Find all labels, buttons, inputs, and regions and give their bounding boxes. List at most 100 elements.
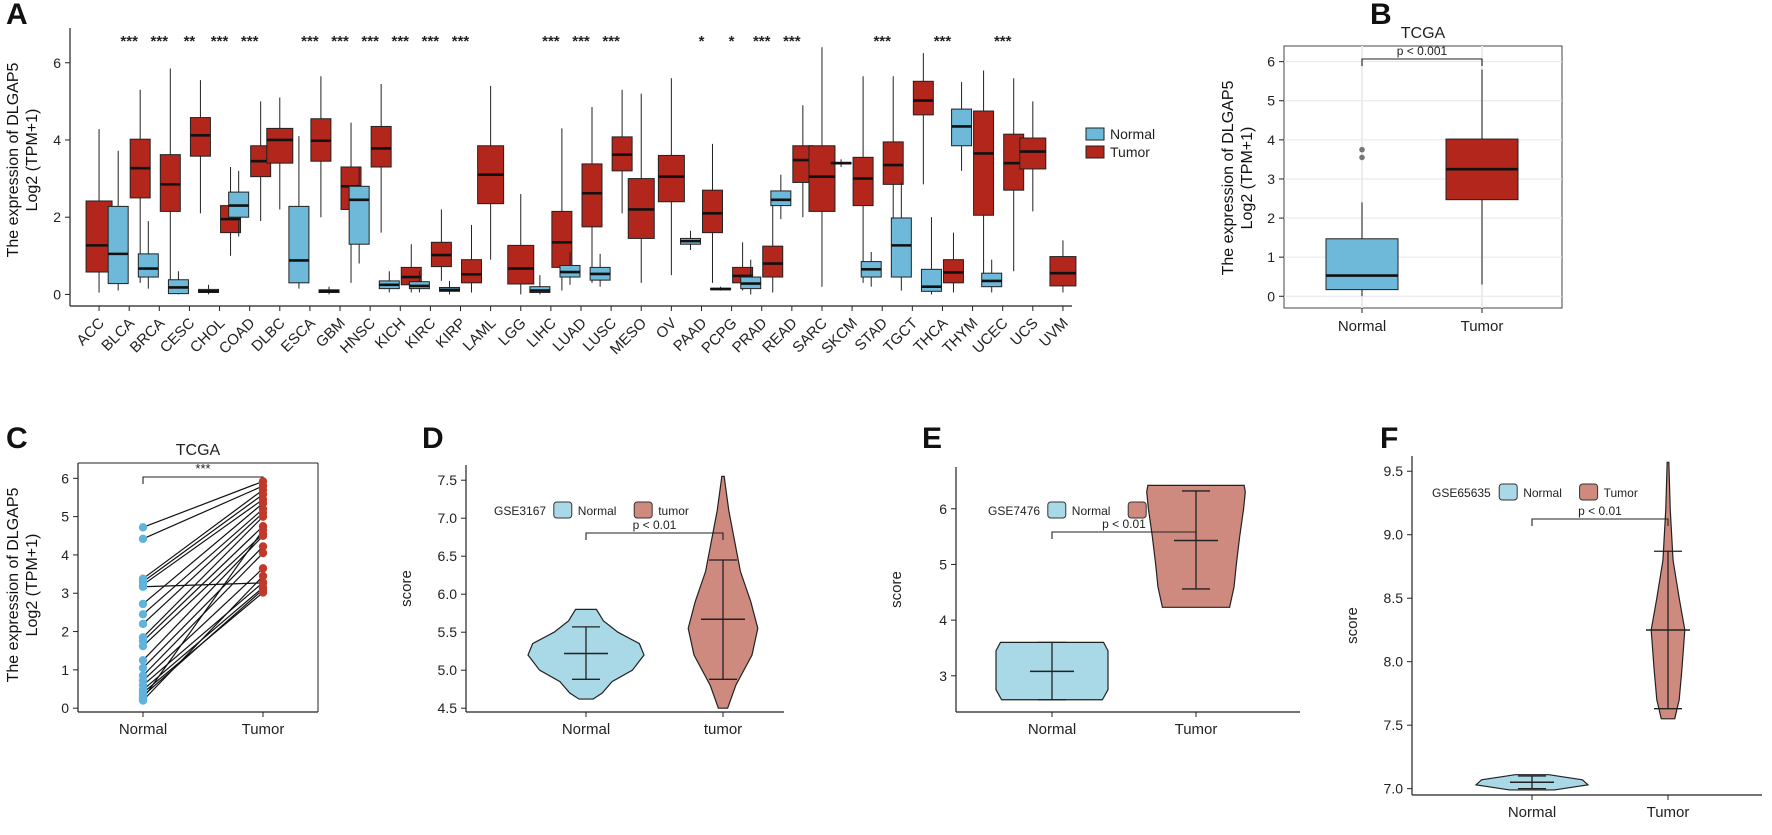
panel-b-title: TCGA (1401, 25, 1446, 42)
panel-a-y-tick-label: 6 (53, 55, 61, 71)
panel-a-box-normal-thca-body (920, 268, 942, 292)
panel-a-box-tumor-dlbc-body (266, 127, 294, 164)
panel-a-x-tick-label-laml: LAML (460, 315, 500, 355)
panel-a-box-tumor-ucs (1019, 101, 1047, 212)
panel-a-box-tumor-dlbc (266, 97, 294, 210)
panel-a-significance-gbm: *** (331, 33, 349, 50)
panel-b-x-tick-label-normal: Normal (1338, 318, 1386, 335)
panel-a-x-tick-label-ucec: UCEC (969, 315, 1011, 357)
panel-a-significance-chol: *** (211, 33, 229, 50)
panel-a-box-normal-esca-body (288, 205, 310, 284)
panel-a-box-normal-lihc (529, 275, 551, 295)
panel-e-y-tick-label: 5 (939, 556, 947, 572)
panel-a-box-tumor-brca (159, 68, 181, 289)
panel-a-box-normal-coad (228, 170, 250, 237)
panel-f-legend-swatch-normal (1498, 483, 1518, 501)
panel-a-box-normal-paad (679, 230, 701, 251)
panel-a-box-normal-thca (920, 217, 942, 295)
panel-a-box-normal-thym (951, 82, 973, 171)
panel-a-box-tumor-lihc-body (551, 210, 573, 268)
panel-c-y-tick-label: 4 (61, 547, 69, 563)
panel-a-significance-luad: *** (572, 33, 590, 50)
panel-a-significance-blca: *** (120, 33, 138, 50)
panel-a-x-tick-label-esca: ESCA (278, 315, 319, 356)
panel-a-x-tick-label-uvm: UVM (1036, 315, 1072, 351)
panel-letter-a: A (6, 0, 28, 31)
panel-a-box-normal-blca-body (107, 205, 129, 285)
panel-a-box-normal-hnsc-body (348, 185, 370, 245)
panel-a-box-tumor-luad (581, 107, 603, 283)
panel-d-legend-label-tumor: tumor (658, 504, 689, 518)
panel-c-pair-line-21 (142, 575, 264, 701)
panel-c-y-tick-label: 2 (61, 624, 69, 640)
panel-c-pair-line-1 (142, 485, 264, 540)
panel-c-pair-line-2 (142, 489, 264, 580)
panel-b-outlier-normal (1359, 146, 1365, 153)
panel-d-legend-swatch-normal (553, 501, 573, 519)
panel-c-pair-line-15 (142, 567, 264, 682)
panel-a-box-normal-skcm (830, 159, 852, 167)
panel-a-box-normal-brca-body (137, 253, 159, 278)
panel-letter-e: E (922, 422, 943, 455)
panel-a-x-tick-label-kich: KICH (372, 315, 409, 352)
panel-c-pair-line-5 (142, 582, 264, 588)
panel-a-box-tumor-tgct-body (912, 80, 934, 116)
panel-letter-b: B (1370, 0, 1392, 31)
panel-a-box-tumor-laml (477, 85, 505, 260)
panel-d-y-tick-label: 4.5 (438, 700, 458, 716)
panel-a-x-tick-label-hnsc: HNSC (337, 315, 379, 357)
panel-a-legend-swatch-tumor (1085, 145, 1105, 159)
panel-a-box-tumor-uvm (1049, 240, 1077, 293)
panel-a-box-tumor-tgct (912, 53, 934, 185)
panel-b-box-normal (1325, 202, 1399, 297)
panel-c-y-tick-label: 6 (61, 470, 69, 486)
panel-a-y-tick-label: 2 (53, 209, 61, 225)
panel-e-y-tick-label: 4 (939, 612, 947, 628)
panel-a-significance-lusc: *** (602, 33, 620, 50)
panel-a-x-tick-label-ucs: UCS (1007, 315, 1041, 349)
panel-a-box-tumor-kirp (461, 224, 483, 293)
panel-c-pair-line-13 (142, 546, 264, 669)
panel-a-box-tumor-prad-body (762, 245, 784, 278)
panel-letter-d: D (422, 422, 444, 455)
panel-a-x-tick-label-luad: LUAD (550, 315, 590, 355)
panel-a-box-tumor-luad-body (581, 163, 603, 228)
panel-e-legend-title: GSE7476 (988, 504, 1040, 518)
panel-c-point-tumor-15 (258, 564, 268, 573)
panel-a-box-tumor-ov (657, 78, 685, 276)
panel-d-y-tick-label: 5.0 (438, 662, 458, 678)
panel-a-box-tumor-kirc (430, 209, 452, 281)
panel-b-box-normal-body (1325, 238, 1399, 291)
panel-c-pair-line-0 (142, 480, 264, 528)
panel-c-title: TCGA (176, 442, 221, 459)
panel-c-y-tick-label: 5 (61, 509, 69, 525)
panel-b-y-tick-label: 6 (1267, 54, 1275, 70)
panel-c-point-normal-8 (138, 619, 148, 629)
panel-f-legend-swatch-tumor (1579, 483, 1599, 501)
panel-a-box-normal-kirc (408, 271, 430, 293)
panel-a-significance-lihc: *** (542, 33, 560, 50)
panel-f-x-tick-label-tumor: Tumor (1647, 804, 1690, 821)
panel-a-box-tumor-thym (973, 70, 995, 283)
panel-a-box-normal-hnsc (348, 167, 370, 264)
panel-a-box-normal-read (770, 174, 792, 220)
panel-a-box-tumor-brca-body (159, 154, 181, 212)
panel-c-point-tumor-14 (258, 548, 268, 558)
panel-a-significance-coad: *** (241, 33, 259, 50)
panel-c-point-tumor-21 (258, 571, 268, 581)
panel-a-box-normal-lusc (589, 253, 611, 287)
panel-b-box-tumor (1445, 69, 1519, 285)
panel-a-box-tumor-lgg (507, 194, 535, 295)
panel-a-box-tumor-blca (129, 89, 151, 283)
panel-f-y-axis-label: score (1344, 607, 1361, 644)
panel-a-significance-ucec: *** (994, 33, 1012, 50)
panel-c-point-tumor-13 (258, 542, 268, 551)
panel-a-significance-read: *** (783, 33, 801, 50)
panel-a-box-tumor-cesc (189, 80, 211, 214)
panel-a-box-tumor-skcm-body (852, 156, 874, 207)
panel-e-x-tick-label-tumor: Tumor (1175, 721, 1218, 738)
panel-a-significance-kich: *** (392, 33, 410, 50)
panel-f-y-tick-label: 7.0 (1384, 781, 1404, 797)
panel-a-box-tumor-skcm (852, 76, 874, 283)
panel-d-y-tick-label: 6.0 (438, 586, 458, 602)
